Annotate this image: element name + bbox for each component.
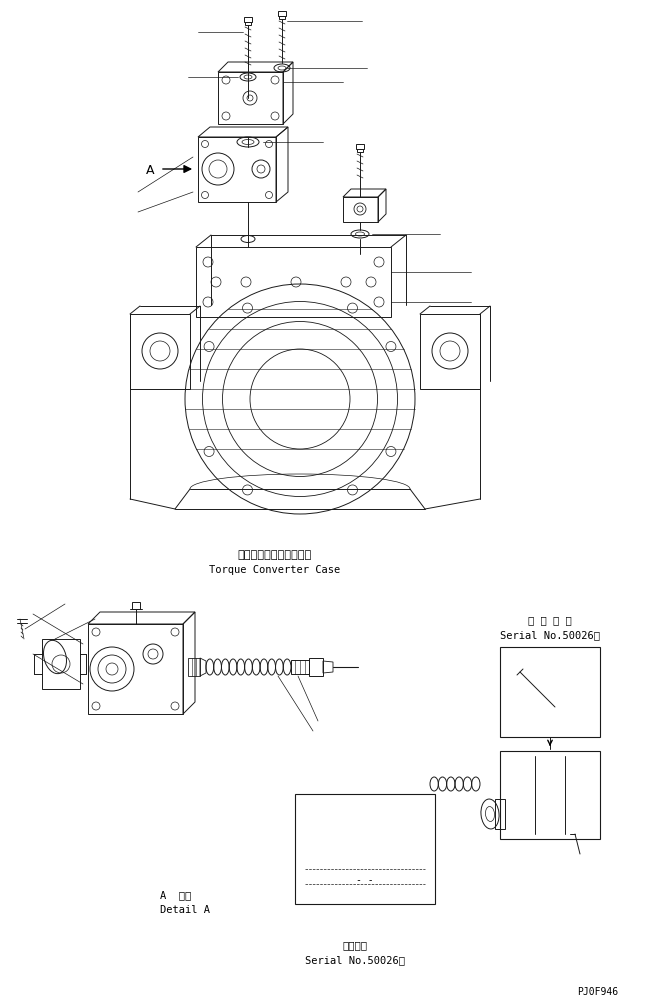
- Bar: [291, 660, 309, 674]
- Bar: [279, 17, 285, 20]
- Bar: [245, 23, 251, 26]
- Bar: [42, 639, 80, 689]
- Text: トルクコンバータケース: トルクコンバータケース: [238, 550, 312, 560]
- Bar: [420, 315, 480, 389]
- Bar: [356, 144, 364, 149]
- Bar: [132, 603, 140, 610]
- Bar: [278, 12, 286, 17]
- Bar: [357, 149, 363, 152]
- Bar: [343, 198, 378, 223]
- Bar: [198, 137, 276, 203]
- Text: Serial No.50026～: Serial No.50026～: [305, 954, 405, 964]
- Bar: [88, 625, 183, 714]
- Text: A: A: [146, 163, 154, 177]
- Bar: [309, 658, 323, 676]
- Bar: [500, 647, 600, 737]
- Bar: [295, 794, 435, 904]
- Bar: [130, 315, 190, 389]
- Text: - -: - -: [356, 875, 374, 884]
- Bar: [500, 751, 600, 840]
- Text: Detail A: Detail A: [160, 904, 210, 914]
- Text: Serial No.50026～: Serial No.50026～: [500, 629, 600, 639]
- Bar: [196, 248, 391, 318]
- Bar: [495, 799, 505, 829]
- Bar: [244, 18, 252, 23]
- Text: 適用号機: 適用号機: [342, 939, 368, 949]
- Text: PJ0F946: PJ0F946: [577, 986, 619, 996]
- Bar: [188, 658, 200, 676]
- Text: A  詳細: A 詳細: [160, 889, 192, 899]
- Text: 適 用 号 機: 適 用 号 機: [528, 615, 572, 625]
- Bar: [218, 73, 283, 125]
- Text: Torque Converter Case: Torque Converter Case: [210, 565, 341, 575]
